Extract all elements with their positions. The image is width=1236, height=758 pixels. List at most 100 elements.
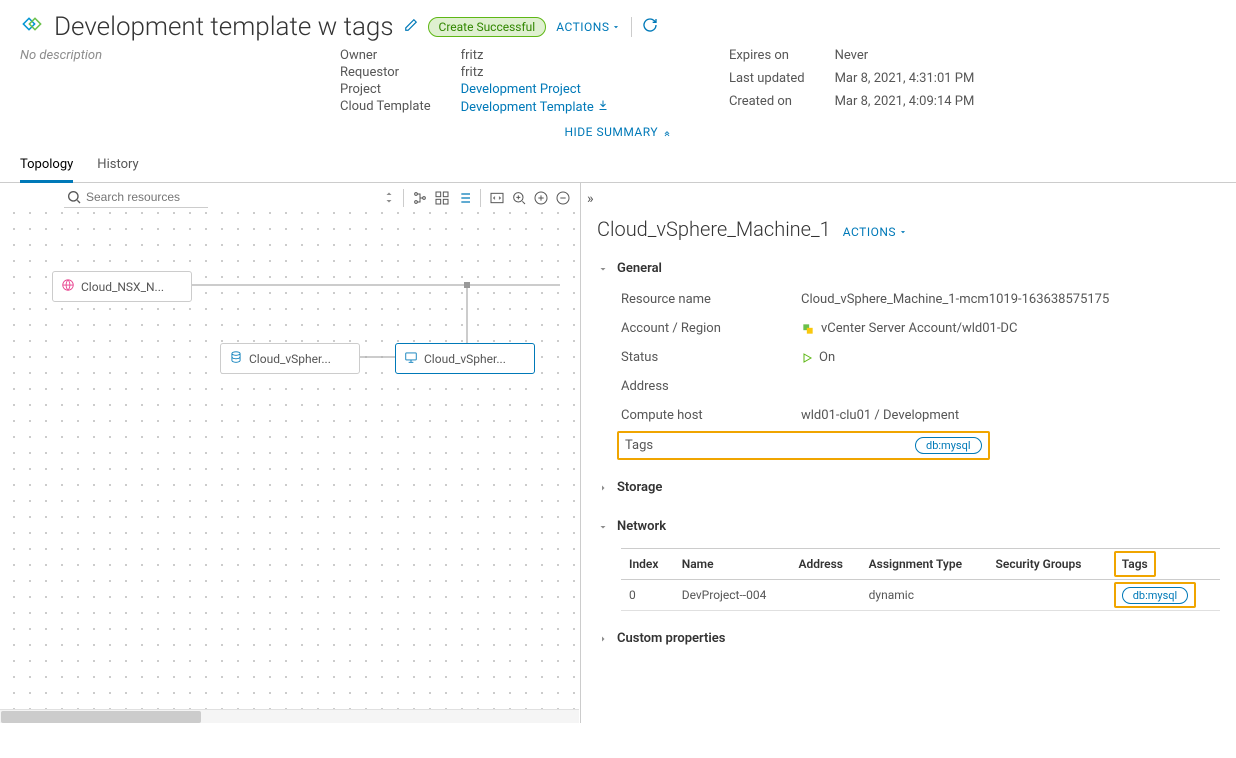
project-label: Project <box>340 82 431 97</box>
fit-screen-icon[interactable] <box>489 190 505 206</box>
tag-pill: db:mysql <box>915 437 982 454</box>
created-label: Created on <box>729 94 805 115</box>
requestor-label: Requestor <box>340 65 431 80</box>
created-value: Mar 8, 2021, 4:09:14 PM <box>835 94 975 115</box>
expand-panel-icon[interactable]: » <box>587 191 594 207</box>
hide-summary-label: HIDE SUMMARY <box>564 125 658 139</box>
col-address: Address <box>790 549 860 580</box>
scroll-thumb[interactable] <box>1 711 201 723</box>
section-custom-title: Custom properties <box>617 631 725 646</box>
refresh-icon[interactable] <box>642 17 658 37</box>
address-label: Address <box>621 379 801 394</box>
tag-pill: db:mysql <box>1122 587 1189 604</box>
resource-name-label: Resource name <box>621 292 801 307</box>
chevron-down-icon <box>898 227 908 237</box>
section-network-title: Network <box>617 519 666 534</box>
collapse-nav-icon[interactable] <box>383 191 395 204</box>
chevron-down-icon <box>611 22 621 32</box>
tab-history[interactable]: History <box>97 149 138 182</box>
zoom-in-icon[interactable] <box>533 190 549 206</box>
chevron-right-icon <box>597 633 609 645</box>
grid-view-icon[interactable] <box>434 190 450 206</box>
node-label: Cloud_vSpher... <box>249 352 331 366</box>
section-network-header[interactable]: Network <box>597 515 1220 538</box>
deployment-logo-icon <box>20 15 44 39</box>
node-vsphere2[interactable]: Cloud_vSpher... <box>395 343 535 374</box>
col-index: Index <box>621 549 674 580</box>
chevron-down-icon <box>597 521 609 533</box>
hide-summary-toggle[interactable]: HIDE SUMMARY <box>0 115 1236 149</box>
account-text: vCenter Server Account/wld01-DC <box>821 321 1017 336</box>
list-view-icon[interactable] <box>456 190 472 206</box>
template-label: Cloud Template <box>340 99 431 115</box>
chevrons-up-icon <box>662 128 672 138</box>
tree-view-icon[interactable] <box>412 190 428 206</box>
tags-label: Tags <box>625 438 795 453</box>
cell-address <box>790 580 860 611</box>
detail-actions-dropdown[interactable]: ACTIONS <box>843 225 908 239</box>
vm-icon <box>404 350 418 367</box>
node-label: Cloud_NSX_N... <box>81 280 164 294</box>
account-label: Account / Region <box>621 321 801 336</box>
edit-icon[interactable] <box>404 18 418 36</box>
cell-assign: dynamic <box>861 580 988 611</box>
detail-panel: » Cloud_vSphere_Machine_1 ACTIONS Genera… <box>580 183 1236 723</box>
network-icon <box>61 278 75 295</box>
h-scrollbar[interactable] <box>0 709 579 723</box>
compute-label: Compute host <box>621 408 801 423</box>
download-icon[interactable] <box>597 99 609 111</box>
template-link[interactable]: Development Template <box>461 99 609 115</box>
cell-security <box>988 580 1106 611</box>
topology-canvas[interactable]: Cloud_NSX_N... Cloud_vSpher... Cloud_vSp… <box>0 183 580 723</box>
owner-value: fritz <box>461 48 609 63</box>
col-security: Security Groups <box>988 549 1106 580</box>
col-assign: Assignment Type <box>861 549 988 580</box>
chevron-right-icon <box>597 482 609 494</box>
play-icon <box>801 352 813 364</box>
section-storage-header[interactable]: Storage <box>597 476 1220 499</box>
network-table: Index Name Address Assignment Type Secur… <box>621 548 1220 611</box>
updated-label: Last updated <box>729 71 805 92</box>
cell-tags-hl: db:mysql <box>1114 582 1197 608</box>
vcenter-icon <box>801 322 815 336</box>
status-label: Status <box>621 350 801 365</box>
node-vsphere1[interactable]: Cloud_vSpher... <box>220 343 360 374</box>
updated-value: Mar 8, 2021, 4:31:01 PM <box>835 71 975 92</box>
actions-dropdown[interactable]: ACTIONS <box>556 20 621 34</box>
requestor-value: fritz <box>461 65 609 80</box>
actions-label: ACTIONS <box>556 20 609 34</box>
database-icon <box>229 350 243 367</box>
col-tags-hl: Tags <box>1114 551 1156 577</box>
status-badge: Create Successful <box>428 17 547 37</box>
detail-actions-label: ACTIONS <box>843 225 896 239</box>
section-storage-title: Storage <box>617 480 662 495</box>
page-title: Development template w tags <box>54 12 394 42</box>
resource-name-value: Cloud_vSphere_Machine_1-mcm1019-16363857… <box>801 292 1220 307</box>
search-icon <box>66 189 82 205</box>
tags-highlight: Tags db:mysql <box>617 431 990 460</box>
section-custom-header[interactable]: Custom properties <box>597 627 1220 650</box>
zoom-out-icon[interactable] <box>555 190 571 206</box>
table-row: 0 DevProject--004 dynamic db:mysql <box>621 580 1220 611</box>
summary-left: Owner fritz Requestor fritz Project Deve… <box>340 48 609 115</box>
zoom-reset-icon[interactable] <box>511 190 527 206</box>
project-link[interactable]: Development Project <box>461 82 609 97</box>
summary-right: Expires on Never Last updated Mar 8, 202… <box>729 48 974 115</box>
section-general-header[interactable]: General <box>597 257 1220 280</box>
status-text: On <box>819 350 835 365</box>
section-general-title: General <box>617 261 662 276</box>
col-tags: Tags <box>1106 549 1220 580</box>
tab-topology[interactable]: Topology <box>20 149 73 183</box>
divider <box>631 17 632 37</box>
template-link-text: Development Template <box>461 100 594 115</box>
cell-tags: db:mysql <box>1106 580 1220 611</box>
chevron-down-icon <box>597 263 609 275</box>
node-nsx[interactable]: Cloud_NSX_N... <box>52 271 192 302</box>
search-resources[interactable] <box>64 187 208 208</box>
account-value: vCenter Server Account/wld01-DC <box>801 321 1220 336</box>
expires-value: Never <box>835 48 975 69</box>
compute-value: wld01-clu01 / Development <box>801 408 1220 423</box>
node-label: Cloud_vSpher... <box>424 352 506 366</box>
no-description: No description <box>0 48 340 115</box>
search-input[interactable] <box>86 190 206 204</box>
